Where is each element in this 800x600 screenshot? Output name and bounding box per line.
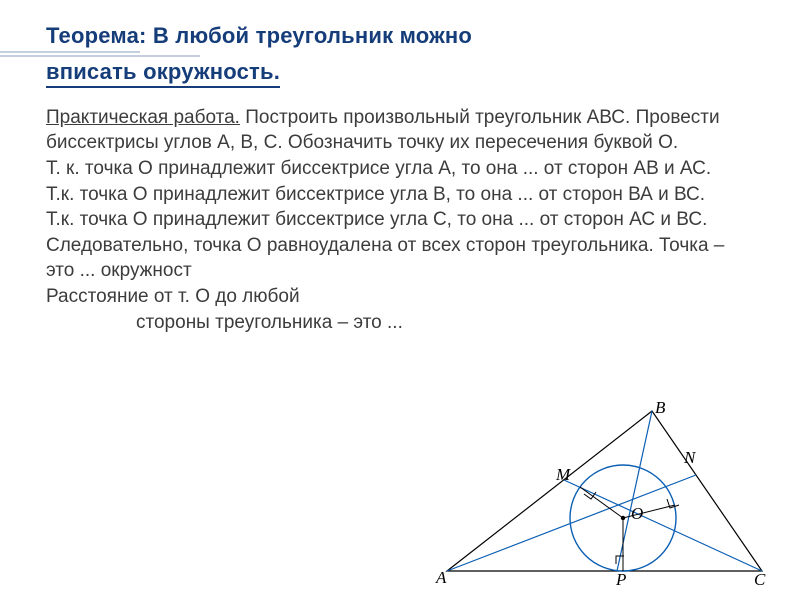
label-o: O	[631, 504, 643, 523]
center-point	[621, 516, 625, 520]
paragraph-7: стороны треугольника – это ...	[46, 310, 754, 336]
label-c: C	[754, 570, 766, 586]
label-b: B	[655, 401, 666, 417]
label-m: M	[555, 465, 571, 484]
bisectors	[447, 411, 762, 571]
paragraph-6: Расстояние от т. О до любой	[46, 284, 754, 310]
radii	[580, 487, 675, 571]
body-text: Практическая работа. Построить произволь…	[46, 105, 754, 336]
label-n: N	[683, 448, 697, 467]
label-p: P	[615, 570, 626, 586]
lead-text: Практическая работа.	[46, 107, 240, 128]
paragraph-4: Т.к. точка О принадлежит биссектрисе угл…	[46, 207, 754, 233]
paragraph-3: Т.к. точка О принадлежит биссектрисе угл…	[46, 182, 754, 208]
triangle-figure: A B C M N P O	[432, 401, 772, 586]
triangle-abc	[447, 411, 762, 571]
paragraph-5: Следовательно, точка О равноудалена от в…	[46, 233, 754, 284]
slide: Теорема: В любой треугольник можно вписа…	[0, 0, 800, 600]
paragraph-1: Практическая работа. Построить произволь…	[46, 105, 754, 156]
label-a: A	[435, 568, 447, 586]
corner-decoration	[0, 0, 800, 90]
vertex-labels: A B C M N P O	[435, 401, 766, 586]
paragraph-2: Т. к. точка О принадлежит биссектрисе уг…	[46, 156, 754, 182]
